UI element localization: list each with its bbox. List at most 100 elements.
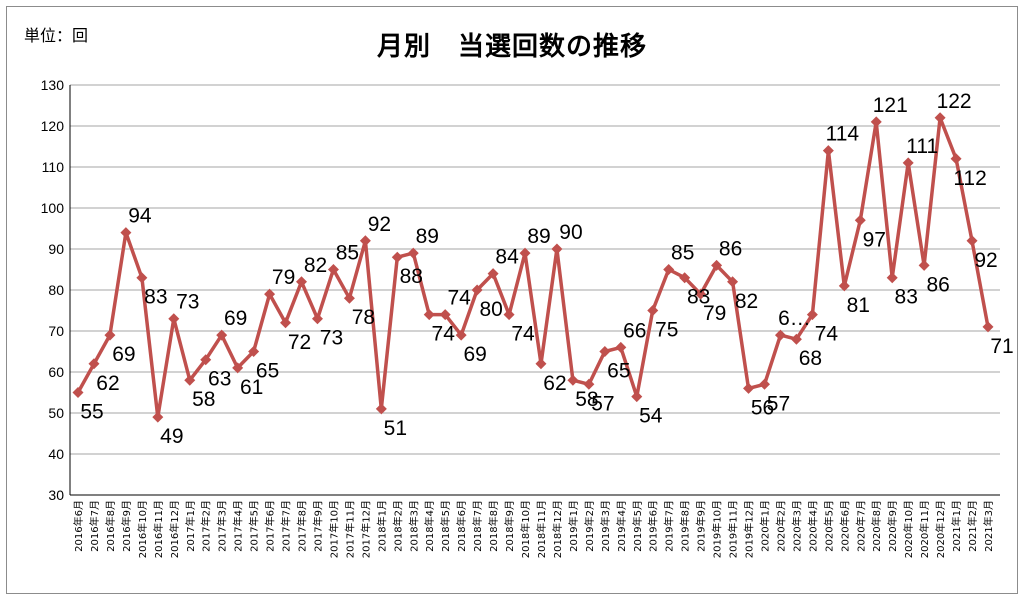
data-label: 79 bbox=[703, 302, 726, 325]
x-tick-label: 2018年3月 bbox=[407, 500, 420, 552]
x-tick-label: 2017年3月 bbox=[216, 500, 229, 552]
x-tick-label: 2017年5月 bbox=[248, 500, 261, 552]
data-point bbox=[439, 309, 451, 321]
data-label: 92 bbox=[974, 249, 997, 272]
data-point bbox=[120, 227, 132, 239]
x-tick-label: 2016年11月 bbox=[152, 500, 165, 558]
data-label: 74 bbox=[511, 323, 535, 346]
unit-label: 単位：回 bbox=[24, 26, 89, 45]
data-label: 86 bbox=[926, 273, 949, 296]
data-point bbox=[551, 243, 563, 255]
data-label: 69 bbox=[224, 307, 247, 330]
data-label: 54 bbox=[639, 405, 663, 428]
data-label: 89 bbox=[416, 225, 439, 248]
data-label: 66 bbox=[623, 319, 646, 342]
data-point bbox=[950, 153, 962, 165]
data-label: 62 bbox=[543, 372, 566, 395]
x-tick-label: 2021年3月 bbox=[982, 500, 995, 552]
data-label: 80 bbox=[479, 298, 502, 321]
data-label: 63 bbox=[208, 368, 231, 391]
data-label: 83 bbox=[144, 286, 167, 309]
x-tick-label: 2020年4月 bbox=[806, 500, 819, 552]
data-label: 82 bbox=[304, 254, 327, 277]
data-point bbox=[232, 362, 244, 374]
chart-title: 月別 当選回数の推移 bbox=[376, 32, 647, 62]
data-label: 55 bbox=[80, 401, 103, 424]
data-point bbox=[152, 411, 164, 423]
data-label: 61 bbox=[240, 376, 263, 399]
x-tick-label: 2021年2月 bbox=[966, 500, 979, 552]
data-label: 57 bbox=[591, 392, 614, 415]
data-label: 83 bbox=[895, 286, 918, 309]
data-point bbox=[359, 235, 371, 247]
data-point bbox=[982, 321, 994, 333]
x-tick-label: 2017年2月 bbox=[200, 500, 213, 552]
x-tick-label: 2020年2月 bbox=[774, 500, 787, 552]
data-label: 94 bbox=[128, 205, 152, 228]
x-tick-label: 2019年2月 bbox=[583, 500, 596, 552]
x-tick-label: 2019年3月 bbox=[599, 500, 612, 552]
data-label: 62 bbox=[96, 372, 119, 395]
data-point bbox=[471, 284, 483, 296]
data-label: 88 bbox=[400, 265, 423, 288]
x-tick-label: 2020年7月 bbox=[854, 500, 867, 552]
data-label: 112 bbox=[953, 167, 986, 190]
y-tick-label: 100 bbox=[41, 200, 65, 216]
data-point bbox=[870, 116, 882, 128]
data-point bbox=[375, 403, 387, 415]
data-point bbox=[806, 309, 818, 321]
x-tick-label: 2021年1月 bbox=[950, 500, 963, 552]
data-label: 58 bbox=[575, 388, 598, 411]
data-label: 56 bbox=[751, 396, 774, 419]
data-point bbox=[647, 305, 659, 316]
data-point bbox=[248, 346, 260, 357]
data-label: 79 bbox=[272, 266, 295, 289]
x-tick-label: 2019年12月 bbox=[743, 500, 756, 558]
data-point bbox=[695, 288, 707, 300]
x-tick-label: 2018年7月 bbox=[471, 500, 484, 552]
data-point bbox=[391, 251, 403, 263]
x-tick-label: 2016年6月 bbox=[72, 500, 85, 552]
data-label: 90 bbox=[559, 221, 582, 244]
x-tick-label: 2019年11月 bbox=[727, 500, 740, 558]
x-tick-label: 2017年4月 bbox=[232, 500, 245, 552]
x-tick-label: 2016年12月 bbox=[168, 500, 181, 558]
x-tick-label: 2017年8月 bbox=[296, 500, 309, 552]
x-tick-label: 2019年1月 bbox=[567, 500, 580, 552]
data-label: 111 bbox=[906, 135, 938, 158]
data-point bbox=[535, 358, 547, 370]
x-tick-label: 2020年6月 bbox=[838, 500, 851, 552]
data-point bbox=[758, 378, 770, 390]
data-label: 75 bbox=[655, 319, 678, 342]
data-point bbox=[679, 272, 691, 284]
data-label: 68 bbox=[799, 347, 822, 370]
data-label: 85 bbox=[336, 242, 359, 265]
data-label: 58 bbox=[192, 388, 215, 411]
data-point bbox=[72, 387, 84, 398]
data-point bbox=[455, 329, 467, 341]
data-label: 73 bbox=[176, 291, 199, 314]
data-label: 57 bbox=[767, 392, 790, 415]
data-point bbox=[583, 378, 595, 390]
data-label: 81 bbox=[847, 294, 870, 317]
x-tick-label: 2018年8月 bbox=[487, 500, 500, 552]
data-label: 74 bbox=[432, 323, 456, 346]
data-point bbox=[822, 145, 834, 157]
x-tick-label: 2019年10月 bbox=[711, 500, 724, 558]
data-point bbox=[902, 157, 914, 169]
data-label: 65 bbox=[607, 360, 630, 383]
data-point bbox=[104, 329, 116, 341]
data-point bbox=[631, 391, 643, 403]
x-tick-label: 2017年11月 bbox=[343, 500, 356, 558]
x-tick-label: 2019年5月 bbox=[631, 500, 644, 552]
y-tick-label: 60 bbox=[48, 364, 64, 380]
data-point bbox=[663, 264, 675, 275]
x-tick-label: 2020年9月 bbox=[886, 500, 899, 552]
x-tick-label: 2018年1月 bbox=[375, 500, 388, 552]
data-point bbox=[711, 259, 723, 271]
data-point bbox=[487, 268, 499, 280]
data-label: 72 bbox=[288, 331, 311, 354]
y-tick-label: 90 bbox=[48, 241, 64, 257]
x-tick-label: 2020年12月 bbox=[934, 500, 947, 558]
y-tick-label: 30 bbox=[48, 487, 64, 503]
